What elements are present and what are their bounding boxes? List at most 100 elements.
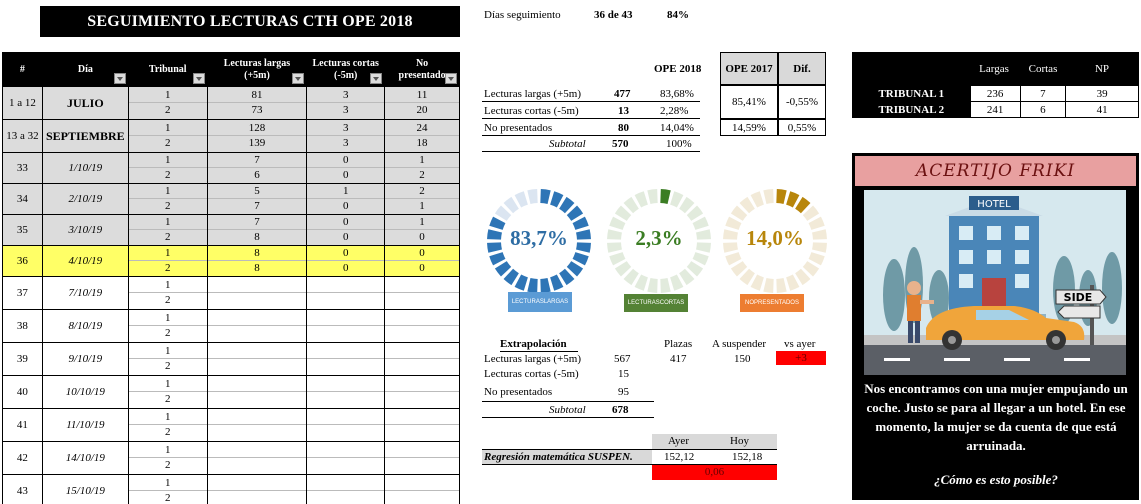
donut-segment [679, 268, 695, 286]
filter-dropdown-icon[interactable] [292, 73, 305, 84]
donut-segment [812, 229, 827, 240]
summary-count-largas: 477 [614, 88, 631, 100]
donut-chart-cortas [607, 189, 711, 293]
donut-segment [686, 205, 704, 221]
row-number: 1 a 12 [2, 86, 43, 120]
table-row: 36 4/10/19 1 2 8 8 0 0 0 0 [2, 245, 460, 277]
donut-segment [527, 189, 538, 204]
row-np [384, 276, 460, 310]
regression-label: Regresión matemática SUSPEN. [482, 449, 652, 465]
regression-header-bg [652, 434, 777, 449]
row-cortas [306, 375, 386, 409]
row-np [384, 375, 460, 409]
donut-segment [730, 205, 748, 221]
filter-dropdown-icon[interactable] [445, 73, 457, 84]
table-row: 35 3/10/19 1 2 7 8 0 0 1 0 [2, 214, 460, 246]
extrapolation-col-vsayer: vs ayer [784, 338, 816, 350]
tribunal-np: 41 [1065, 101, 1139, 118]
donut-segment [576, 229, 591, 240]
donut-chart-largas [487, 189, 591, 293]
donut-segment [723, 242, 738, 253]
regression-diff: 0,06 [652, 465, 777, 480]
donut-segment [559, 268, 575, 286]
donut-value-np: 14,0% [746, 226, 804, 250]
row-largas [206, 441, 308, 475]
donut-value-largas: 83,7% [510, 226, 568, 250]
table-row: 37 7/10/19 1 2 [2, 276, 460, 310]
row-np [384, 441, 460, 475]
donut-segment [514, 191, 528, 208]
donut-segment [566, 261, 584, 277]
tribunal-col-largas: Largas [979, 63, 1009, 75]
legend-largas: LECTURAS LARGAS [508, 292, 572, 312]
donut-segment [647, 278, 658, 293]
donut-segment [670, 274, 684, 291]
donut-segment [647, 189, 658, 204]
row-cortas [306, 474, 386, 504]
sort-filter-icon[interactable] [113, 73, 126, 84]
table-row: 43 15/10/19 1 2 [2, 474, 460, 504]
donut-segment [489, 216, 506, 230]
donut-segment [786, 191, 800, 208]
summary-label-np: No presentados [484, 122, 553, 134]
donut-segment [634, 191, 648, 208]
donut-segment [503, 268, 519, 286]
extrap-suspender: 150 [734, 353, 751, 365]
extrap-subtotal-value: 678 [612, 404, 629, 416]
row-day: 7/10/19 [41, 276, 129, 310]
filter-dropdown-icon[interactable] [192, 73, 205, 84]
donut-segment [614, 205, 632, 221]
donut-segment [489, 252, 506, 266]
table-row: 33 1/10/19 1 2 7 6 0 0 1 2 [2, 152, 460, 184]
donut-segment [739, 268, 755, 286]
col-header-ope2018: OPE 2018 [654, 63, 702, 75]
street-sign-text: SIDE [1064, 291, 1093, 304]
tribunal-col-cortas: Cortas [1028, 63, 1058, 75]
donut-segment [559, 196, 575, 214]
tribunal-np: 39 [1065, 85, 1139, 102]
col-header-cortas: Lecturas cortas (-5m) [306, 52, 386, 87]
table-row: 42 14/10/19 1 2 [2, 441, 460, 475]
filter-dropdown-icon[interactable] [370, 73, 383, 84]
legend-np: NO PRESENTADOS [740, 294, 804, 312]
col-header-largas: Lecturas largas (+5m) [206, 52, 308, 87]
row-cortas [306, 408, 386, 442]
row-number: 40 [2, 375, 43, 409]
donut-segment [660, 278, 671, 293]
readings-table: # Día Tribunal Lecturas largas (+5m) Lect… [2, 52, 460, 504]
dif-largas-cortas: -0,55% [778, 85, 826, 119]
hotel-sign-text: HOTEL [977, 199, 1011, 210]
row-day: 8/10/19 [41, 309, 129, 343]
donut-segment [503, 196, 519, 214]
col-header-num: # [2, 52, 43, 87]
donut-segment [692, 252, 709, 266]
extrap-label-largas: Lecturas largas (+5m) [484, 353, 582, 365]
row-number: 42 [2, 441, 43, 475]
tribunal-row: TRIBUNAL 2 241 6 41 [852, 101, 1139, 118]
tribunal-cortas: 7 [1019, 85, 1067, 102]
row-largas [206, 309, 308, 343]
page-title: SEGUIMIENTO LECTURAS CTH OPE 2018 [40, 6, 460, 37]
row-day: 1/10/19 [41, 152, 129, 184]
row-day: SEPTIEMBRE [41, 119, 129, 153]
row-day: 9/10/19 [41, 342, 129, 376]
row-largas: 128 139 [206, 119, 308, 153]
extrap-value-cortas: 15 [618, 368, 629, 380]
row-largas [206, 342, 308, 376]
row-largas [206, 474, 308, 504]
donut-segment [730, 261, 748, 277]
donut-segment [802, 261, 820, 277]
row-day: 14/10/19 [41, 441, 129, 475]
row-day: JULIO [41, 86, 129, 120]
